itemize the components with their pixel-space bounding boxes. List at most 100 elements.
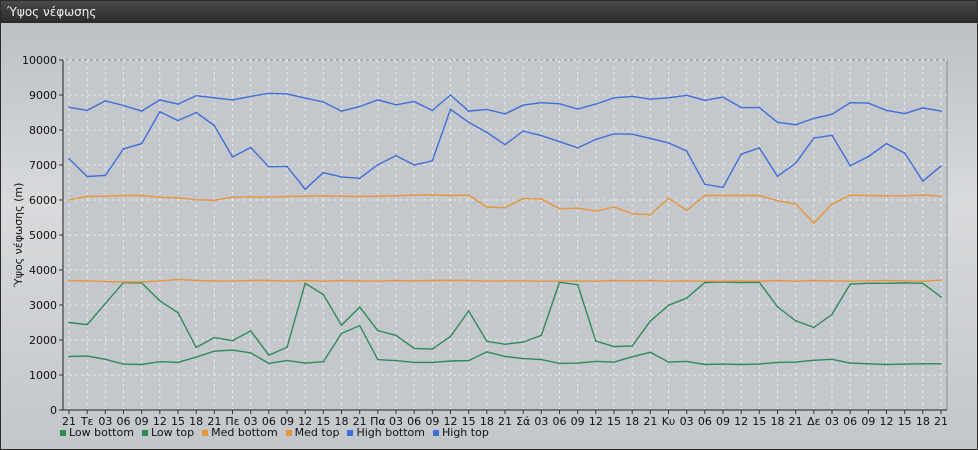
data-point [776, 175, 779, 177]
data-point [377, 163, 379, 166]
data-point [776, 305, 779, 308]
data-point [722, 96, 724, 98]
data-point [922, 280, 924, 283]
data-point [86, 355, 88, 357]
data-point [813, 117, 815, 120]
data-point [903, 195, 906, 197]
data-point [249, 95, 252, 98]
data-point [467, 194, 470, 196]
x-tick-label: 06 [553, 415, 567, 428]
data-point [649, 279, 652, 282]
data-point [758, 363, 761, 365]
data-point [177, 103, 179, 105]
data-point [395, 334, 397, 337]
data-point [231, 349, 234, 351]
data-point [358, 177, 361, 180]
y-tick-label: 4000 [29, 264, 57, 277]
legend-swatch [433, 429, 439, 436]
data-point [867, 102, 870, 104]
data-point [449, 335, 452, 338]
data-point [431, 109, 434, 112]
x-tick-label: 12 [444, 415, 458, 428]
data-point [68, 157, 70, 160]
data-point [595, 340, 597, 342]
data-point [704, 281, 706, 284]
data-point [413, 347, 415, 350]
data-point [504, 206, 506, 209]
data-point [685, 280, 688, 282]
data-point [486, 340, 488, 343]
data-point [377, 358, 379, 361]
x-tick-label: Τε [80, 415, 94, 428]
data-point [595, 138, 597, 141]
data-point [558, 362, 561, 365]
data-point [304, 97, 306, 99]
data-point [358, 324, 361, 327]
data-point [413, 100, 415, 103]
data-point [558, 140, 561, 143]
data-point [903, 282, 906, 284]
x-tick-label: 21 [62, 415, 76, 428]
legend-label: High bottom [356, 426, 425, 439]
x-tick-label: 09 [861, 415, 875, 428]
data-point [758, 147, 761, 149]
legend-item: Med top [285, 426, 339, 439]
data-point [486, 131, 488, 134]
data-point [540, 101, 543, 104]
y-tick-label: 5000 [29, 229, 57, 242]
data-point [467, 110, 470, 112]
data-point [540, 280, 543, 283]
data-point [903, 152, 906, 154]
data-point [685, 360, 688, 363]
data-point [704, 280, 706, 283]
data-point [576, 207, 579, 209]
data-point [195, 346, 197, 349]
data-point [486, 351, 488, 353]
data-point [576, 147, 579, 149]
data-point [794, 162, 797, 165]
data-point [449, 94, 452, 96]
x-tick-label: 12 [589, 415, 603, 428]
data-point [358, 280, 361, 282]
data-point [740, 363, 742, 366]
data-point [649, 98, 652, 100]
y-tick-label: 9000 [29, 89, 57, 102]
data-point [504, 143, 506, 146]
data-point [831, 358, 833, 361]
x-tick-label: 09 [716, 415, 730, 428]
data-point [195, 279, 197, 282]
data-point [595, 280, 597, 283]
data-point [649, 213, 652, 216]
y-tick-label: 0 [50, 404, 57, 417]
data-point [649, 137, 652, 140]
data-point [213, 336, 216, 339]
legend-swatch [285, 429, 292, 436]
data-point [776, 279, 779, 282]
data-point [667, 280, 670, 283]
data-point [467, 279, 470, 282]
data-point [486, 280, 488, 283]
x-tick-label: Σά [516, 415, 530, 428]
data-point [885, 142, 888, 145]
data-point [831, 280, 833, 282]
x-tick-label: 15 [898, 415, 912, 428]
data-point [522, 197, 524, 200]
data-point [922, 194, 924, 196]
data-point [704, 99, 706, 102]
data-point [86, 195, 88, 198]
y-tick-label: 10000 [22, 54, 57, 67]
data-point [631, 280, 633, 282]
data-point [467, 359, 470, 362]
data-point [304, 195, 306, 197]
data-point [322, 360, 325, 363]
data-point [813, 279, 815, 282]
data-point [867, 363, 870, 365]
data-point [122, 281, 125, 283]
data-point [195, 356, 197, 358]
x-tick-label: 09 [425, 415, 439, 428]
x-tick-label: 03 [825, 415, 839, 428]
data-point [740, 281, 742, 284]
data-point [595, 360, 597, 363]
data-point [540, 358, 543, 361]
data-point [667, 361, 670, 363]
